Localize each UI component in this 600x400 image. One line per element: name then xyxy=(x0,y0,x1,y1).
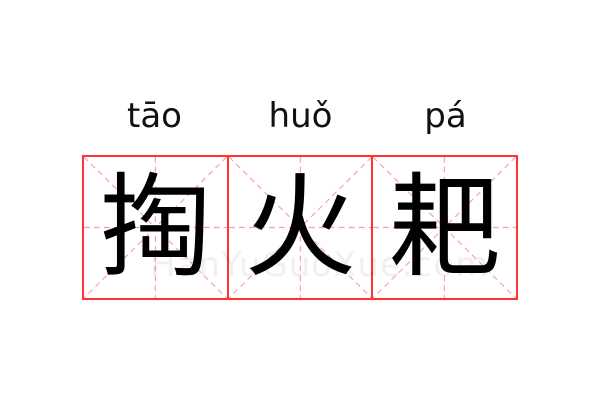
hanzi-3: 耙 xyxy=(388,162,501,293)
guide-lines xyxy=(228,157,372,298)
pinyin-3: pá xyxy=(424,96,467,136)
hanzi-1: 掏 xyxy=(99,162,212,293)
pinyin-1: tāo xyxy=(127,96,182,136)
pinyin-2: huǒ xyxy=(268,96,333,136)
guide-lines xyxy=(373,157,517,298)
character-cell-1: 掏 xyxy=(84,157,227,298)
guide-lines xyxy=(84,157,227,298)
character-cell-3: 耙 xyxy=(371,157,517,298)
character-cell-2: 火 xyxy=(226,157,372,298)
character-grid: 掏 火 耙 xyxy=(82,155,518,300)
hanzi-2: 火 xyxy=(244,162,356,293)
